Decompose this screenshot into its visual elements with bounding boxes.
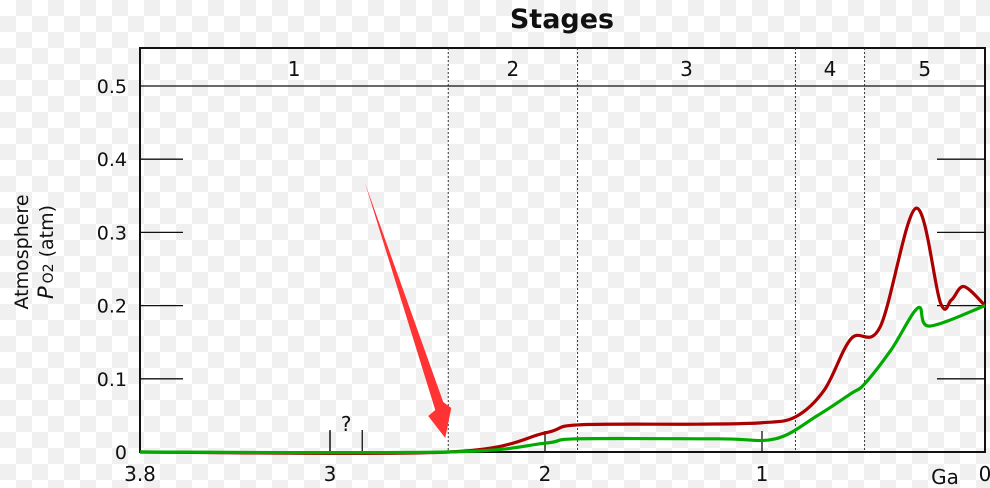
y-axis-label-p: P	[34, 286, 58, 299]
series-line-0	[139, 206, 987, 456]
y-axis-label-line1: Atmosphere	[11, 194, 33, 309]
series-line-1	[139, 304, 986, 455]
uncertainty-label: ?	[341, 412, 352, 436]
x-tick-label: 2	[539, 462, 552, 486]
y-axis-label: Atmosphere P O2 (atm)	[11, 194, 58, 309]
y-tick-label: 0.4	[97, 149, 127, 171]
stage-label-5: 5	[918, 57, 931, 81]
x-tick-label: 0	[979, 462, 990, 486]
y-axis-label-sub: O2	[41, 263, 57, 283]
y-axis-label-line2: P O2 (atm)	[34, 205, 58, 299]
y-axis-label-unit: (atm)	[36, 205, 58, 257]
stage-label-2: 2	[507, 57, 520, 81]
annotation-arrow	[365, 183, 452, 438]
x-axis-label: Ga	[931, 465, 959, 488]
x-tick-label: 3	[324, 462, 337, 486]
x-tick-label: 3.8	[124, 462, 156, 486]
stage-label-4: 4	[824, 57, 837, 81]
y-tick-label: 0.5	[97, 76, 127, 98]
stage-label-3: 3	[680, 57, 693, 81]
plot-frame	[139, 47, 986, 453]
y-tick-label: 0.1	[97, 369, 127, 391]
stage-label-1: 1	[288, 57, 301, 81]
x-tick-label: 1	[756, 462, 769, 486]
y-tick-label: 0	[115, 442, 127, 464]
y-tick-label: 0.2	[97, 296, 127, 318]
y-tick-label: 0.3	[97, 222, 127, 244]
chart-title: Stages	[510, 4, 614, 35]
